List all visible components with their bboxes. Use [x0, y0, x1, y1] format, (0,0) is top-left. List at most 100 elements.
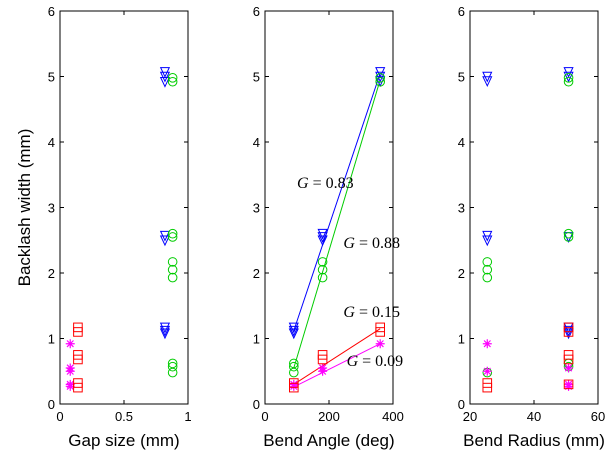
y-tick-label: 2 — [48, 266, 55, 281]
data-point-circle — [375, 73, 386, 83]
data-point-square — [375, 327, 385, 337]
x-axis-label: Bend Angle (deg) — [263, 431, 394, 450]
y-tick-label: 1 — [253, 332, 260, 347]
x-tick-label: 400 — [382, 409, 404, 424]
x-tick-label: 0 — [56, 409, 63, 424]
data-point-circle — [563, 76, 574, 87]
data-point-triangle-down — [317, 235, 328, 247]
data-point-triangle-down — [159, 322, 171, 334]
data-point-star — [289, 381, 299, 391]
y-tick-label: 6 — [458, 4, 465, 19]
data-point-circle — [317, 264, 328, 275]
data-point-circle — [482, 257, 493, 267]
data-point-star — [564, 381, 574, 391]
data-point-circle — [167, 257, 178, 267]
data-point-circle — [482, 272, 493, 283]
y-tick-label: 2 — [458, 266, 465, 281]
data-point-circle — [167, 228, 178, 239]
y-tick-label: 4 — [458, 135, 465, 150]
data-point-circle — [167, 272, 178, 283]
x-tick-label: 20 — [463, 409, 477, 424]
data-point-circle — [482, 264, 493, 275]
x-tick-label: 0 — [261, 409, 268, 424]
y-tick-label: 1 — [458, 332, 465, 347]
g-annotation-value: = 0.88 — [355, 235, 400, 252]
fit-line — [293, 79, 381, 369]
g-annotation: G = 0.88 — [343, 235, 400, 252]
data-point-circle — [563, 228, 574, 239]
y-tick-label: 6 — [253, 4, 260, 19]
y-tick-label: 0 — [458, 397, 465, 412]
x-tick-label: 1 — [184, 409, 191, 424]
data-point-triangle-down — [288, 325, 299, 337]
x-tick-label: 40 — [527, 409, 541, 424]
data-point-circle — [167, 358, 178, 369]
data-point-square — [73, 327, 83, 337]
data-point-circle — [317, 257, 328, 267]
y-tick-label: 4 — [253, 135, 260, 150]
y-tick-label: 3 — [48, 201, 55, 216]
data-point-star — [65, 366, 75, 376]
data-point-circle — [167, 232, 178, 242]
data-point-triangle-down — [482, 235, 493, 247]
data-point-circle — [375, 76, 386, 87]
data-point-triangle-down — [563, 71, 574, 83]
fit-line — [293, 73, 381, 331]
x-tick-label: 200 — [318, 409, 340, 424]
data-point-star — [65, 381, 75, 391]
data-point-triangle-down — [159, 76, 171, 88]
data-point-square — [289, 382, 299, 393]
data-point-star — [375, 339, 385, 349]
data-point-circle — [167, 73, 178, 83]
data-point-circle — [289, 367, 299, 378]
y-tick-label: 5 — [48, 70, 55, 85]
x-tick-label: 0.5 — [115, 409, 133, 424]
y-tick-label: 0 — [253, 397, 260, 412]
y-tick-label: 2 — [253, 266, 260, 281]
chart-panel-3: 0 1 2 3 4 5 6 20 40 60 Bend Radius (mm) — [458, 4, 605, 450]
g-annotation-value: = 0.09 — [358, 353, 403, 370]
x-tick-label: 60 — [591, 409, 605, 424]
chart-panel-1: 0 1 2 3 4 5 6 0 0.5 1 Gap size (mm) Backlash width … — [15, 4, 192, 450]
y-tick-label: 3 — [458, 201, 465, 216]
data-point-star — [482, 339, 492, 349]
y-tick-label: 5 — [458, 70, 465, 85]
data-point-triangle-down — [159, 328, 171, 340]
data-point-triangle-down — [563, 325, 574, 337]
x-axis-label: Gap size (mm) — [68, 431, 179, 450]
g-annotation-symbol: G — [343, 235, 355, 252]
y-tick-label: 4 — [48, 135, 55, 150]
data-point-circle — [289, 361, 299, 372]
y-axis-label: Backlash width (mm) — [15, 129, 34, 287]
data-point-circle — [563, 232, 574, 242]
data-point-triangle-down — [317, 232, 328, 243]
data-point-square — [73, 354, 83, 365]
data-point-circle — [167, 264, 178, 275]
data-point-star — [564, 363, 574, 373]
data-point-square — [73, 382, 83, 393]
data-point-triangle-down — [159, 71, 171, 83]
fit-line — [293, 328, 381, 385]
g-annotation-value: = 0.15 — [355, 304, 400, 321]
data-point-square — [563, 354, 574, 365]
data-point-circle — [167, 76, 178, 87]
y-tick-label: 6 — [48, 4, 55, 19]
g-annotation-symbol: G — [297, 175, 309, 192]
data-point-triangle-down — [288, 322, 299, 334]
data-point-square — [563, 327, 574, 337]
data-point-triangle-down — [288, 328, 299, 340]
y-tick-label: 3 — [253, 201, 260, 216]
plot-frame — [59, 10, 189, 405]
data-point-triangle-down — [159, 325, 171, 337]
g-annotation-value: = 0.83 — [309, 175, 354, 192]
g-annotation: G = 0.09 — [347, 353, 404, 370]
data-point-square — [482, 382, 493, 393]
data-point-triangle-down — [563, 328, 574, 340]
g-annotation: G = 0.83 — [297, 175, 354, 192]
plot-frame — [264, 10, 394, 405]
x-axis-label: Bend Radius (mm) — [463, 431, 605, 450]
y-tick-label: 5 — [253, 70, 260, 85]
g-annotation: G = 0.15 — [343, 304, 400, 321]
